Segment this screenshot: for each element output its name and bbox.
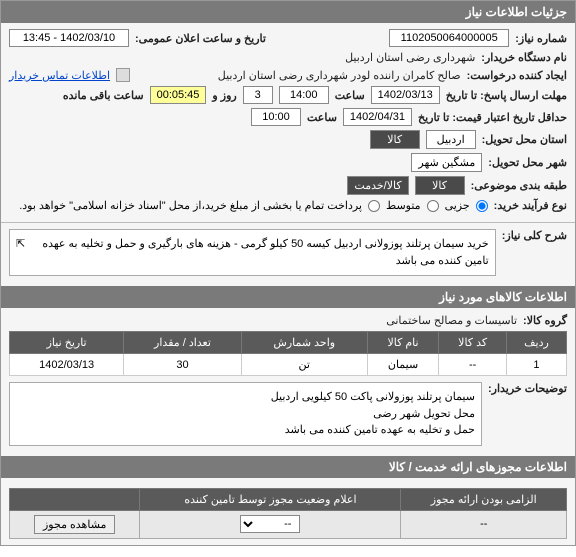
- td-1: --: [439, 354, 507, 376]
- ptd-0: --: [401, 510, 567, 538]
- opt2-label: متوسط: [386, 199, 421, 212]
- expand-icon[interactable]: ⇱: [16, 236, 25, 253]
- deadline-time: 14:00: [279, 86, 329, 104]
- time-label-1: ساعت: [335, 89, 365, 102]
- td-4: 30: [124, 354, 241, 376]
- notes-label: توضیحات خریدار:: [488, 382, 567, 395]
- city-label: شهر محل تحویل:: [488, 156, 567, 169]
- section1-header: جزئیات اطلاعات نیاز: [1, 1, 575, 23]
- city-value: مشگین شهر: [411, 153, 482, 172]
- th-0: ردیف: [506, 332, 566, 354]
- opt1-label: جزیی: [445, 199, 470, 212]
- minvalid-date: 1402/04/31: [343, 108, 412, 126]
- note-text: پرداخت تمام یا بخشی از مبلغ خرید،از محل …: [19, 199, 362, 212]
- section3-header: اطلاعات کالاهای مورد نیاز: [1, 286, 575, 308]
- loc-label: استان محل تحویل:: [482, 133, 567, 146]
- req-no-label: شماره نیاز:: [515, 32, 567, 45]
- pth-1: اعلام وضعیت مجوز توسط تامین کننده: [140, 488, 401, 510]
- loc-province: اردبیل: [426, 130, 476, 149]
- req-no-value: 1102050064000005: [389, 29, 509, 47]
- time-label-2: ساعت: [307, 111, 337, 124]
- table-row: 1 -- سیمان تن 30 1402/03/13: [10, 354, 567, 376]
- requester-label: ایجاد کننده درخواست:: [467, 69, 567, 82]
- section1-content: شماره نیاز: 1102050064000005 تاریخ و ساع…: [1, 23, 575, 222]
- td-2: سیمان: [367, 354, 439, 376]
- contact-link[interactable]: اطلاعات تماس خریدار: [9, 69, 110, 82]
- radio-opt1[interactable]: [476, 200, 488, 212]
- radio-opt2[interactable]: [427, 200, 439, 212]
- desc-text: ⇱ خرید سیمان پرتلند پوزولانی اردبیل کیسه…: [9, 229, 496, 276]
- days-label: روز و: [212, 89, 236, 102]
- section4-header: اطلاعات مجوزهای ارائه خدمت / کالا: [1, 456, 575, 478]
- permit-table: الزامی بودن ارائه مجوز اعلام وضعیت مجوز …: [9, 488, 567, 539]
- minvalid-label: حداقل تاریخ اعتبار قیمت: تا تاریخ: [418, 111, 567, 124]
- th-1: کد کالا: [439, 332, 507, 354]
- th-2: نام کالا: [367, 332, 439, 354]
- section2-content: شرح کلی نیاز: ⇱ خرید سیمان پرتلند پوزولا…: [1, 222, 575, 286]
- permit-row: -- -- مشاهده مجوز: [10, 510, 567, 538]
- public-date-label: تاریخ و ساعت اعلان عمومی:: [135, 32, 266, 45]
- days-value: 3: [243, 86, 273, 104]
- section3-content: گروه کالا: تاسیسات و مصالح ساختمانی ردیف…: [1, 308, 575, 456]
- pth-0: الزامی بودن ارائه مجوز: [401, 488, 567, 510]
- td-5: 1402/03/13: [10, 354, 124, 376]
- process-label: نوع فرآیند خرید:: [494, 199, 567, 212]
- class-kala: کالا: [415, 176, 465, 195]
- group-label: گروه کالا:: [523, 314, 567, 327]
- status-select[interactable]: --: [240, 515, 300, 533]
- contact-icon: [116, 68, 130, 82]
- desc-label: شرح کلی نیاز:: [502, 229, 567, 242]
- th-5: تاریخ نیاز: [10, 332, 124, 354]
- deadline-date: 1402/03/13: [371, 86, 440, 104]
- buyer-label: نام دستگاه خریدار:: [481, 51, 567, 64]
- main-container: جزئیات اطلاعات نیاز شماره نیاز: 11020500…: [0, 0, 576, 546]
- remaining-label: ساعت باقی مانده: [63, 89, 144, 102]
- radio-opt3[interactable]: [368, 200, 380, 212]
- td-3: تن: [241, 354, 367, 376]
- requester-value: صالح کامران راننده لودر شهرداری رضی استا…: [218, 69, 461, 82]
- class-khedmat: کالا/خدمت: [347, 176, 408, 195]
- section4-content: الزامی بودن ارائه مجوز اعلام وضعیت مجوز …: [1, 478, 575, 545]
- class-label: طبقه بندی موضوعی:: [471, 179, 567, 192]
- loc-type: کالا: [370, 130, 420, 149]
- minvalid-time: 10:00: [251, 108, 301, 126]
- desc-value: خرید سیمان پرتلند پوزولانی اردبیل کیسه 5…: [42, 238, 488, 267]
- buyer-value: شهرداری رضی استان اردبیل: [345, 51, 475, 64]
- notes-text: سیمان پرتلند پوزولانی پاکت 50 کیلویی ارد…: [9, 382, 482, 446]
- th-4: تعداد / مقدار: [124, 332, 241, 354]
- group-value: تاسیسات و مصالح ساختمانی: [386, 314, 517, 327]
- ptd-2: مشاهده مجوز: [10, 510, 140, 538]
- view-permit-button[interactable]: مشاهده مجوز: [34, 515, 115, 534]
- td-0: 1: [506, 354, 566, 376]
- th-3: واحد شمارش: [241, 332, 367, 354]
- deadline-label: مهلت ارسال پاسخ: تا تاریخ: [446, 89, 567, 102]
- remaining-time: 00:05:45: [150, 86, 207, 104]
- items-table: ردیف کد کالا نام کالا واحد شمارش تعداد /…: [9, 331, 567, 376]
- public-date-value: 1402/03/10 - 13:45: [9, 29, 129, 47]
- pth-2: [10, 488, 140, 510]
- ptd-1: --: [140, 510, 401, 538]
